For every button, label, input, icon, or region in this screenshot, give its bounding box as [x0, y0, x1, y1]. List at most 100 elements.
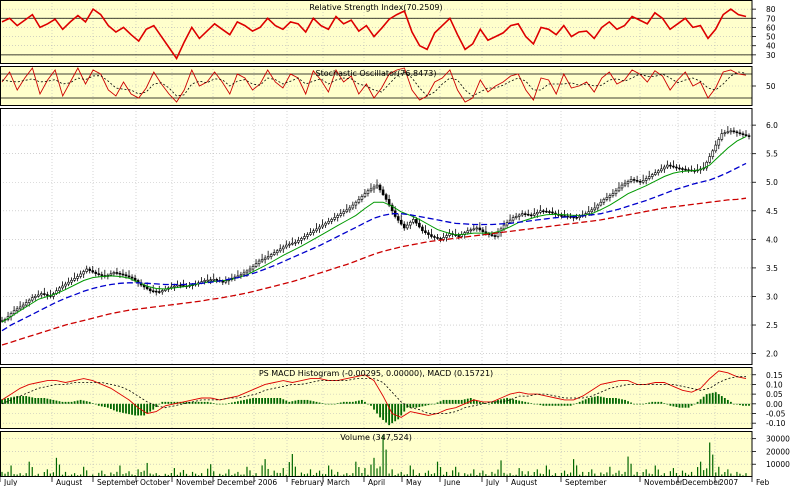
macd-histogram-bar — [605, 398, 608, 404]
macd-histogram-bar — [633, 403, 635, 405]
price-candle — [369, 188, 373, 192]
macd-histogram-bar — [388, 403, 391, 426]
macd-histogram-bar — [723, 398, 726, 404]
x-tick-label: September — [565, 478, 607, 486]
macd-histogram-bar — [530, 403, 533, 404]
price-candle — [97, 273, 101, 275]
y-tick-label: -0.05 — [766, 410, 786, 419]
macd-histogram-bar — [131, 403, 133, 415]
price-candle — [611, 193, 615, 196]
macd-histogram-bar — [300, 399, 303, 404]
macd-histogram-bar — [506, 398, 508, 404]
macd-histogram-bar — [382, 403, 384, 420]
macd-histogram-bar — [696, 401, 699, 404]
macd-histogram-bar — [418, 403, 421, 408]
macd-histogram-bar — [67, 401, 70, 404]
macd-histogram-bar — [636, 403, 639, 405]
macd-histogram-bar — [615, 398, 617, 404]
macd-histogram-bar — [243, 399, 245, 404]
price-candle — [357, 199, 361, 203]
price-candle — [660, 168, 663, 172]
macd-histogram-bar — [264, 398, 267, 404]
macd-histogram-bar — [55, 400, 58, 404]
volume-title: Volume (347,524) — [340, 433, 412, 442]
price-candle — [641, 180, 645, 183]
macd-histogram-bar — [327, 403, 330, 405]
price-candle — [653, 172, 657, 175]
price-candle — [638, 180, 642, 183]
macd-histogram-bar — [85, 401, 88, 404]
price-candle — [212, 279, 216, 281]
price-candle — [560, 215, 563, 217]
price-candle — [626, 180, 630, 184]
price-candle — [402, 223, 406, 229]
price-candle — [587, 211, 591, 214]
macd-histogram-bar — [357, 400, 360, 404]
macd-histogram-bar — [173, 401, 176, 404]
macd-histogram-bar — [361, 399, 363, 404]
x-tick-label: December — [682, 478, 722, 486]
macd-histogram-bar — [218, 403, 221, 405]
macd-histogram-bar — [542, 403, 545, 406]
price-candle — [732, 130, 736, 133]
macd-histogram-bar — [161, 401, 164, 404]
price-candle — [245, 270, 249, 274]
panel-border — [0, 108, 753, 365]
price-candle — [76, 276, 79, 279]
price-candle — [109, 273, 113, 276]
price-candle — [421, 226, 424, 232]
macd-histogram-bar — [733, 403, 735, 405]
y-tick-label: 4.0 — [766, 235, 778, 244]
macd-histogram-bar — [285, 400, 288, 404]
price-candle — [502, 224, 506, 230]
macd-histogram-bar — [230, 402, 233, 404]
macd-histogram-bar — [351, 401, 354, 404]
macd-histogram-bar — [736, 403, 738, 405]
macd-histogram-bar — [578, 401, 581, 404]
macd-histogram-bar — [618, 398, 620, 404]
price-candle — [284, 244, 288, 248]
macd-histogram-bar — [581, 400, 584, 404]
price-candle — [672, 165, 675, 168]
price-candle — [511, 217, 515, 221]
macd-histogram-bar — [31, 397, 34, 404]
macd-histogram-bar — [596, 396, 599, 404]
macd-histogram-bar — [448, 399, 451, 404]
price-candle — [203, 280, 206, 282]
price-candle — [412, 219, 415, 223]
macd-histogram-bar — [291, 401, 294, 404]
macd-histogram-bar — [49, 399, 52, 404]
macd-histogram-bar — [436, 402, 439, 404]
macd-histogram-bar — [642, 403, 645, 405]
macd-histogram-bar — [152, 403, 155, 410]
y-tick-label: 0.00 — [766, 400, 783, 409]
macd-histogram-bar — [403, 403, 406, 412]
price-candle — [263, 257, 267, 260]
price-candle — [291, 242, 294, 245]
volume-panel — [0, 431, 752, 477]
macd-histogram-bar — [167, 401, 170, 404]
macd-histogram-bar — [521, 401, 524, 404]
stochastic-d-line — [1, 71, 747, 97]
macd-histogram-bar — [88, 401, 91, 404]
macd-histogram-bar — [630, 402, 632, 404]
macd-histogram-bar — [215, 403, 218, 405]
price-candle — [209, 279, 212, 282]
price-candle — [532, 213, 536, 216]
price-candle — [130, 276, 134, 279]
macd-histogram-bar — [91, 403, 94, 404]
price-candle — [436, 237, 439, 239]
macd-histogram-bar — [273, 398, 276, 404]
x-tick-label: March — [327, 478, 350, 486]
macd-histogram-bar — [739, 403, 741, 406]
price-candle — [508, 219, 512, 223]
price-candle — [539, 210, 542, 213]
price-candle — [173, 285, 176, 288]
price-candle — [112, 272, 116, 275]
price-candle — [58, 287, 61, 292]
macd-histogram-bar — [690, 403, 693, 406]
macd-histogram-bar — [146, 403, 149, 414]
macd-histogram-bar — [397, 403, 400, 420]
macd-histogram-bar — [599, 396, 602, 404]
